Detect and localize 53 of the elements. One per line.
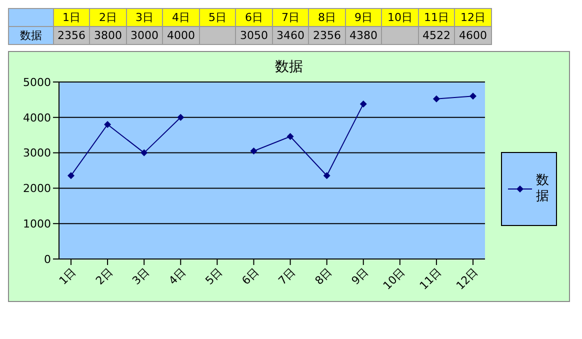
- data-label: 3050: [236, 26, 272, 44]
- text: 数据: [20, 29, 42, 42]
- category-label: 7日: [282, 11, 300, 24]
- x-tick-label: 9日: [349, 265, 372, 288]
- point: [432, 95, 440, 102]
- data-label: 3460: [272, 26, 309, 44]
- category-label: 12日: [460, 11, 486, 24]
- y-tick-label: 2000: [23, 182, 51, 196]
- data-label: 4522: [418, 26, 455, 44]
- y-tick-label: 0: [44, 252, 51, 266]
- point: [323, 172, 330, 180]
- data-label: 4380: [345, 26, 382, 44]
- category-label: 11日: [424, 11, 449, 24]
- data-label: 3000: [126, 26, 163, 44]
- x-tick-label: 10日: [380, 265, 408, 292]
- data-label: 2356: [308, 26, 346, 44]
- x-tick-label: 5日: [202, 265, 225, 288]
- chart-title: 数据: [274, 58, 304, 76]
- data-label: 4600: [454, 26, 492, 44]
- y-tick-label: 4000: [23, 111, 51, 124]
- point: [140, 149, 148, 156]
- x-tick-label: 2日: [93, 265, 116, 288]
- category-label: 8日: [318, 11, 336, 24]
- point: [177, 114, 184, 121]
- category-label: 6日: [245, 11, 263, 24]
- point: [286, 133, 294, 140]
- category-label: 5日: [208, 11, 226, 24]
- category-label: 10日: [388, 11, 412, 24]
- point: [470, 92, 476, 100]
- x-tick-label: 8日: [312, 265, 334, 288]
- point: [360, 100, 367, 108]
- x-tick-label: 6日: [239, 265, 262, 288]
- x-tick-label: 7日: [276, 265, 298, 288]
- category-label: 2日: [99, 11, 117, 24]
- category-label: 4日: [172, 11, 190, 24]
- x-tick-label: 12日: [454, 265, 481, 292]
- data-label: 4000: [162, 26, 200, 44]
- x-tick-label: 3日: [130, 265, 152, 288]
- x-tick-label: 4日: [166, 265, 188, 288]
- x-tick-label: 1日: [56, 265, 79, 288]
- point: [68, 172, 74, 180]
- data-label: 3800: [90, 26, 126, 44]
- point: [250, 148, 258, 155]
- point: [104, 120, 112, 128]
- category-label: 3日: [136, 11, 154, 24]
- data-label: 2356: [53, 26, 90, 44]
- y-tick-label: 5000: [23, 76, 51, 89]
- y-tick-label: 3000: [23, 146, 51, 160]
- y-tick-label: 1000: [23, 218, 51, 231]
- category-label: 1日: [62, 11, 80, 24]
- category-label: 9日: [354, 11, 372, 24]
- legend-label: 数据: [536, 172, 550, 204]
- x-tick-label: 11日: [417, 265, 444, 292]
